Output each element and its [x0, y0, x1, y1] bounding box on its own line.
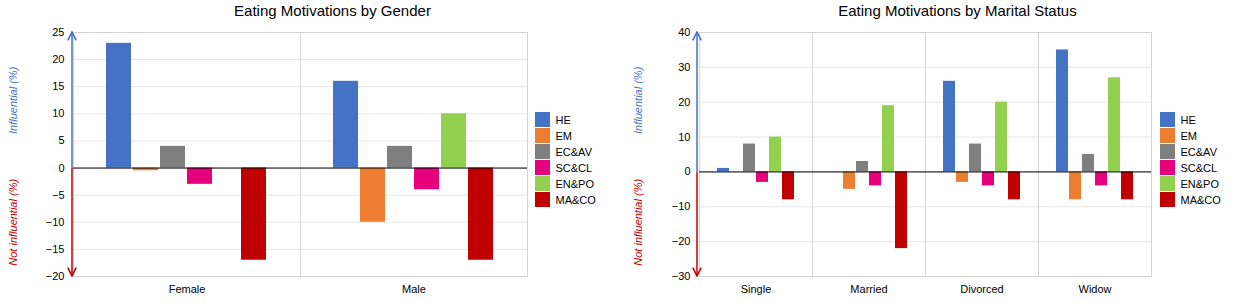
html-text:EC&AV: EC&AV [1180, 145, 1217, 158]
svg-text:Single: Single [741, 283, 772, 295]
html-text:SC&CL: SC&CL [555, 161, 593, 174]
svg-text:15: 15 [52, 80, 64, 92]
html-text:EM: EM [1180, 129, 1197, 142]
html-text:HE: HE [555, 113, 571, 126]
svg-text:Married: Married [850, 283, 887, 295]
html-text:SC&CL: SC&CL [1180, 161, 1218, 174]
svg-text:−20: −20 [672, 235, 691, 247]
html-text:EC&AV: EC&AV [555, 145, 592, 158]
html-text:MA&CO: MA&CO [1180, 193, 1221, 206]
svg-text:20: 20 [678, 96, 690, 108]
html-text:HE: HE [1180, 113, 1196, 126]
svg-text:−10: −10 [672, 200, 691, 212]
svg-text:Widow: Widow [1078, 283, 1111, 295]
html-text:Eating Motivations by Gender: Eating Motivations by Gender [234, 2, 431, 19]
html-text:MA&CO: MA&CO [555, 193, 596, 206]
svg-text:0: 0 [58, 162, 64, 174]
svg-text:−20: −20 [46, 270, 65, 282]
svg-text:20: 20 [52, 53, 64, 65]
html-text:EM: EM [555, 129, 572, 142]
svg-text:−15: −15 [46, 243, 65, 255]
svg-text:10: 10 [52, 107, 64, 119]
svg-text:−30: −30 [672, 270, 691, 282]
svg-text:5: 5 [58, 134, 64, 146]
svg-text:10: 10 [678, 131, 690, 143]
svg-text:30: 30 [678, 61, 690, 73]
html-text:Eating Motivations by Marital: Eating Motivations by Marital Status [838, 2, 1077, 19]
svg-text:25: 25 [52, 26, 64, 38]
svg-text:Influential (%): Influential (%) [632, 66, 644, 134]
svg-text:−5: −5 [52, 189, 65, 201]
svg-text:Influential (%): Influential (%) [7, 66, 19, 134]
svg-text:Divorced: Divorced [960, 283, 1003, 295]
svg-text:0: 0 [684, 165, 690, 177]
svg-text:−10: −10 [46, 216, 65, 228]
svg-text:Female: Female [169, 283, 206, 295]
svg-text:40: 40 [678, 26, 690, 38]
svg-text:Not influential (%): Not influential (%) [632, 179, 644, 266]
svg-text:Not influential (%): Not influential (%) [7, 179, 19, 266]
html-text:EN&PO: EN&PO [1180, 177, 1219, 190]
svg-text:Male: Male [402, 283, 426, 295]
html-text:EN&PO: EN&PO [555, 177, 594, 190]
